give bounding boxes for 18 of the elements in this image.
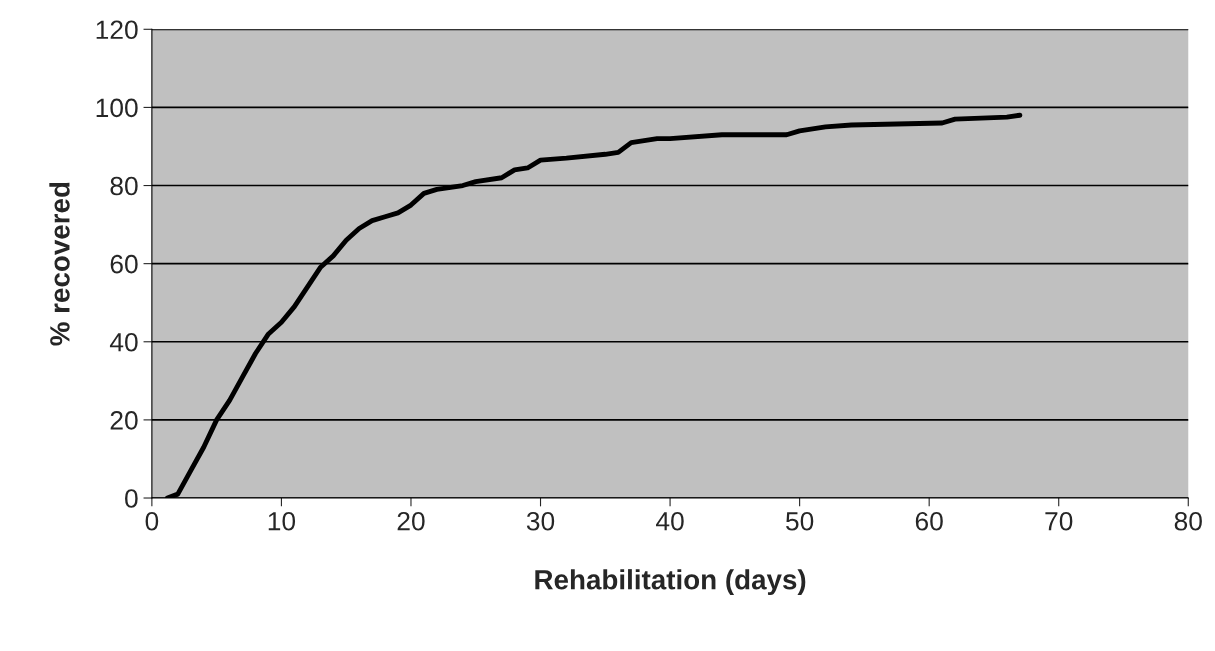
x-tick-label: 40 <box>656 511 684 531</box>
y-tick-label: 60 <box>110 254 138 274</box>
y-tick-label: 120 <box>96 20 138 40</box>
x-tick-label: 60 <box>915 511 943 531</box>
y-tick-label: 20 <box>110 411 138 430</box>
x-axis-title: Rehabilitation (days) <box>535 569 806 596</box>
x-tick-label: 20 <box>397 511 425 531</box>
x-tick-label: 10 <box>268 511 296 531</box>
y-tick-label: 80 <box>110 176 138 196</box>
y-axis-title: % recovered <box>49 182 70 346</box>
y-tick-label: 100 <box>96 98 138 118</box>
x-tick-label: 80 <box>1174 511 1202 531</box>
y-tick-label: 0 <box>125 489 138 508</box>
x-tick-label: 50 <box>786 511 814 531</box>
x-tick-label: 30 <box>526 511 555 531</box>
x-tick-label: 0 <box>145 511 159 531</box>
x-tick-label: 70 <box>1045 511 1073 531</box>
y-tick-label: 40 <box>109 332 138 352</box>
